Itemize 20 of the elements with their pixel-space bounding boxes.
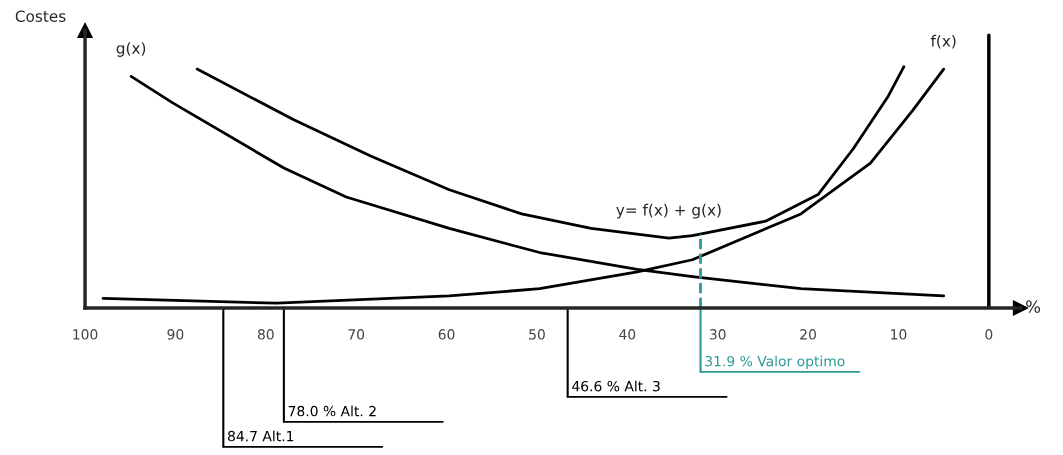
x-axis-title: % [1026, 300, 1041, 313]
x-tick-label: 100 [73, 329, 98, 340]
x-tick-label: 80 [257, 329, 274, 340]
x-tick-label: 10 [891, 329, 907, 340]
annotation: f(x) [930, 34, 956, 49]
y-axis-title: Costes [15, 10, 66, 22]
x-tick-label: 40 [619, 329, 636, 340]
ref-line-label: 46.6 % Alt. 3 [572, 380, 660, 392]
x-tick-label: 0 [985, 329, 993, 340]
x-tick-label: 30 [709, 329, 726, 340]
ref-line-label: 31.9 % Valor optimo [705, 355, 845, 370]
annotation: g(x) [116, 42, 146, 57]
x-tick-label: 70 [348, 329, 365, 340]
x-tick-label: 20 [800, 329, 816, 340]
ref-line-label: 84.7 Alt.1 [228, 430, 294, 442]
ref-line-label: 78.0 % Alt. 2 [288, 405, 376, 417]
annotation: y= f(x) + g(x) [616, 203, 721, 219]
x-tick-label: 50 [529, 329, 545, 340]
x-tick-label: 60 [438, 329, 455, 340]
x-tick-label: 90 [167, 329, 184, 340]
